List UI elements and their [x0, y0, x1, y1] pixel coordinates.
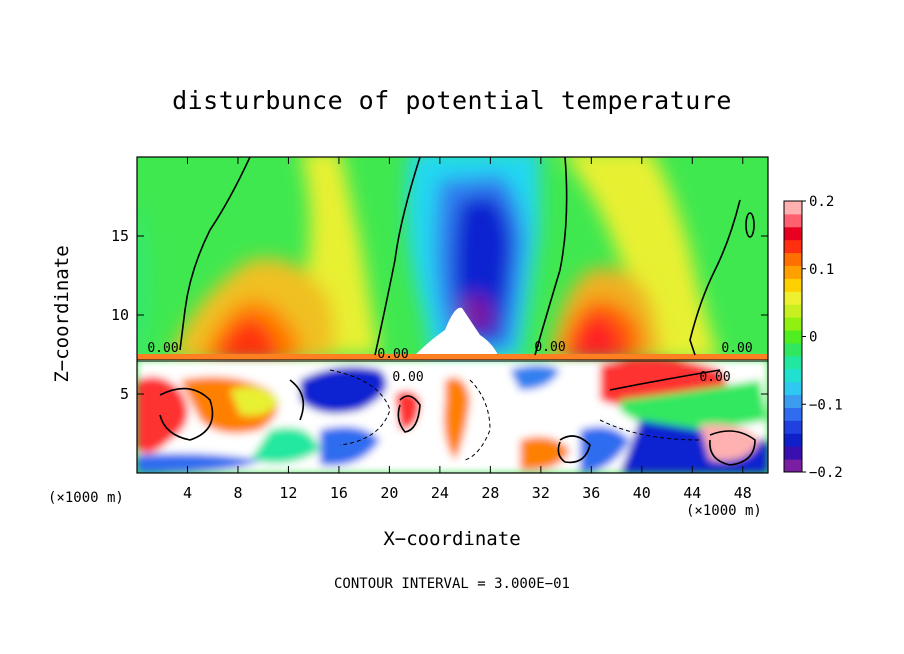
colorbar: 0.2 0.1 0 −0.1 −0.2 [783, 194, 843, 481]
x-tick-label: 12 [279, 484, 297, 502]
colorbar-swatch [784, 317, 802, 331]
contour-dashed [329, 369, 701, 461]
x-unit-label-left: (×1000 m) [48, 490, 124, 506]
contour-line [689, 199, 741, 356]
colorbar-swatch [784, 252, 802, 267]
contour-line [745, 212, 755, 238]
chart-title: disturbunce of potential temperature [172, 86, 732, 115]
x-tick-label: 16 [330, 484, 348, 502]
field-lower [137, 358, 768, 473]
x-tick-label: 4 [183, 484, 192, 502]
colorbar-swatch [784, 239, 802, 254]
x-tick-label: 48 [734, 484, 752, 502]
contour-label: 0.00 [699, 370, 730, 385]
contour-line [464, 379, 491, 461]
contour-label: 0.00 [392, 370, 423, 385]
colorbar-tick-label: 0.2 [809, 194, 834, 210]
contour-line [397, 395, 421, 433]
colorbar-swatch [784, 355, 802, 370]
contour-label: 0.00 [534, 340, 565, 355]
x-tick-label: 44 [683, 484, 701, 502]
contour-label: 0.00 [721, 341, 752, 356]
x-tick-label: 8 [233, 484, 242, 502]
contour-line [599, 419, 701, 441]
colorbar-swatch [784, 381, 802, 396]
contour-line [289, 379, 305, 421]
field-upper [137, 157, 720, 362]
contour-line [179, 157, 251, 351]
x-tick-label: 20 [380, 484, 398, 502]
contour-lines [159, 157, 756, 466]
colorbar-swatch [784, 459, 802, 473]
colorbar-swatch [784, 304, 802, 318]
contour-interval: CONTOUR INTERVAL = 3.000E−01 [333, 576, 570, 592]
contour-label: 0.00 [377, 347, 408, 362]
x-tick-label: 24 [431, 484, 449, 502]
colorbar-tick-label: 0.1 [809, 262, 834, 278]
colorbar-swatch [784, 278, 802, 292]
y-tick-label: 15 [111, 227, 129, 245]
contour-line [534, 157, 568, 356]
colorbar-swatch [784, 330, 802, 344]
x-unit-label-right: (×1000 m) [686, 503, 762, 519]
colorbar-tick-label: −0.1 [809, 397, 843, 413]
x-axis: 4 8 12 16 20 24 28 32 36 40 44 48 [183, 157, 752, 502]
colorbar-swatch [784, 446, 802, 460]
x-tick-label: 40 [633, 484, 651, 502]
peak-white [410, 307, 500, 360]
colorbar-swatch [784, 213, 802, 228]
colorbar-swatch [784, 394, 802, 408]
colorbar-swatch [784, 226, 802, 241]
x-axis-label: X−coordinate [383, 528, 521, 550]
contour-line [374, 157, 421, 356]
y-axis-label: Z−coordinate [51, 245, 73, 383]
contour-label: 0.00 [147, 341, 178, 356]
colorbar-swatch [784, 201, 802, 215]
colorbar-tick-label: 0 [809, 330, 817, 346]
y-tick-label: 5 [120, 385, 129, 403]
colorbar-swatch [784, 420, 802, 434]
contour-line [159, 387, 214, 441]
colorbar-swatch [784, 368, 802, 383]
contour-line [609, 369, 721, 391]
interface-band [137, 354, 768, 360]
colorbar-tick-label: −0.2 [809, 465, 843, 481]
x-tick-label: 36 [582, 484, 600, 502]
plot-area [137, 157, 768, 473]
colorbar-swatch [784, 407, 802, 421]
colorbar-swatch [784, 265, 802, 279]
colorbar-swatch [784, 291, 802, 305]
x-tick-label: 32 [532, 484, 550, 502]
colorbar-swatch [784, 342, 802, 357]
contour-line [557, 435, 591, 464]
contour-line [709, 430, 756, 466]
colorbar-swatch [784, 433, 802, 447]
y-tick-label: 10 [111, 306, 129, 324]
x-tick-label: 28 [481, 484, 499, 502]
y-axis: 5 10 15 [111, 227, 768, 403]
